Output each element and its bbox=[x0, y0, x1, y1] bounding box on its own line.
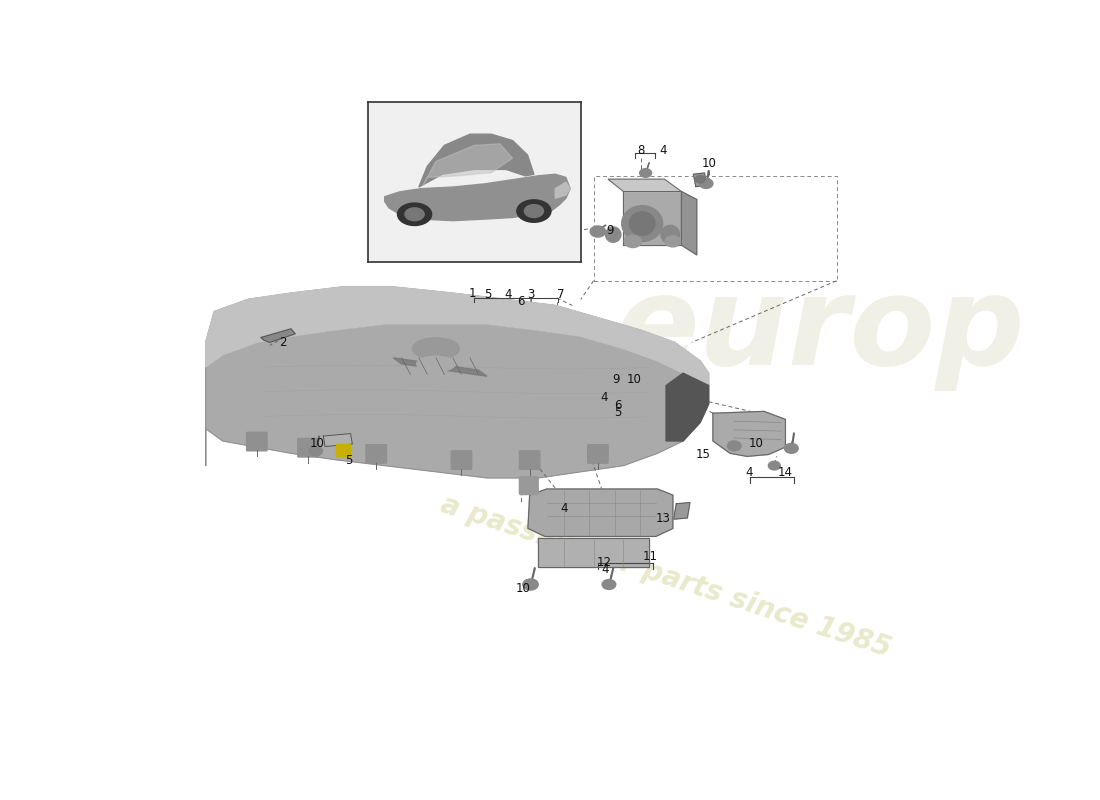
FancyBboxPatch shape bbox=[519, 451, 540, 470]
Circle shape bbox=[591, 226, 605, 237]
Polygon shape bbox=[206, 324, 708, 478]
Text: 6: 6 bbox=[517, 294, 525, 308]
Text: 5: 5 bbox=[484, 288, 492, 301]
Text: 10: 10 bbox=[749, 437, 763, 450]
FancyBboxPatch shape bbox=[298, 438, 318, 457]
Text: 1: 1 bbox=[469, 286, 476, 300]
FancyBboxPatch shape bbox=[366, 445, 386, 463]
Polygon shape bbox=[206, 287, 708, 386]
Bar bbox=[337, 444, 350, 456]
Polygon shape bbox=[608, 179, 681, 191]
Text: 11: 11 bbox=[642, 550, 658, 563]
Ellipse shape bbox=[412, 338, 460, 359]
Polygon shape bbox=[261, 329, 295, 342]
Text: 4: 4 bbox=[660, 144, 668, 157]
Polygon shape bbox=[666, 373, 708, 441]
Text: 2: 2 bbox=[278, 336, 286, 349]
Bar bbox=[594, 176, 836, 281]
Ellipse shape bbox=[417, 356, 455, 372]
Text: 12: 12 bbox=[597, 557, 613, 570]
Polygon shape bbox=[206, 287, 708, 386]
Polygon shape bbox=[323, 434, 352, 446]
Ellipse shape bbox=[621, 206, 662, 242]
Polygon shape bbox=[713, 411, 785, 456]
FancyBboxPatch shape bbox=[246, 432, 267, 451]
Ellipse shape bbox=[605, 227, 620, 242]
Text: 4: 4 bbox=[601, 562, 608, 575]
Circle shape bbox=[602, 579, 616, 590]
Text: 6: 6 bbox=[614, 398, 622, 412]
Text: 13: 13 bbox=[656, 512, 670, 525]
Polygon shape bbox=[394, 358, 487, 376]
Text: 9: 9 bbox=[612, 373, 619, 386]
Circle shape bbox=[522, 579, 538, 590]
Circle shape bbox=[695, 175, 705, 183]
Circle shape bbox=[639, 169, 651, 178]
Circle shape bbox=[768, 462, 780, 470]
Text: 10: 10 bbox=[626, 373, 641, 386]
Circle shape bbox=[700, 178, 713, 189]
Text: 8: 8 bbox=[638, 144, 645, 157]
Polygon shape bbox=[538, 538, 649, 567]
Text: 5: 5 bbox=[345, 454, 353, 467]
Text: europ: europ bbox=[614, 270, 1025, 390]
Text: 5: 5 bbox=[614, 406, 622, 418]
Polygon shape bbox=[693, 173, 707, 186]
Circle shape bbox=[309, 446, 322, 456]
Polygon shape bbox=[624, 191, 681, 245]
Text: 4: 4 bbox=[560, 502, 568, 515]
Ellipse shape bbox=[661, 226, 680, 244]
Text: 10: 10 bbox=[516, 582, 530, 595]
Circle shape bbox=[784, 443, 799, 454]
Ellipse shape bbox=[629, 212, 654, 235]
Text: 7: 7 bbox=[557, 288, 564, 301]
FancyBboxPatch shape bbox=[587, 445, 608, 463]
Text: 10: 10 bbox=[702, 158, 717, 170]
Circle shape bbox=[666, 236, 681, 247]
Text: 4: 4 bbox=[505, 288, 513, 301]
Circle shape bbox=[727, 441, 741, 451]
Text: 4: 4 bbox=[746, 466, 754, 479]
FancyBboxPatch shape bbox=[519, 477, 538, 494]
Text: 9: 9 bbox=[606, 224, 614, 237]
Text: 4: 4 bbox=[601, 391, 607, 404]
Text: 15: 15 bbox=[696, 448, 711, 461]
Text: 10: 10 bbox=[310, 437, 324, 450]
Polygon shape bbox=[673, 502, 690, 519]
Polygon shape bbox=[528, 489, 673, 537]
Text: 3: 3 bbox=[527, 288, 535, 301]
FancyBboxPatch shape bbox=[451, 451, 472, 470]
Text: 14: 14 bbox=[778, 466, 793, 479]
Text: a passion for parts since 1985: a passion for parts since 1985 bbox=[438, 490, 894, 662]
Circle shape bbox=[625, 235, 641, 247]
Polygon shape bbox=[681, 191, 696, 255]
